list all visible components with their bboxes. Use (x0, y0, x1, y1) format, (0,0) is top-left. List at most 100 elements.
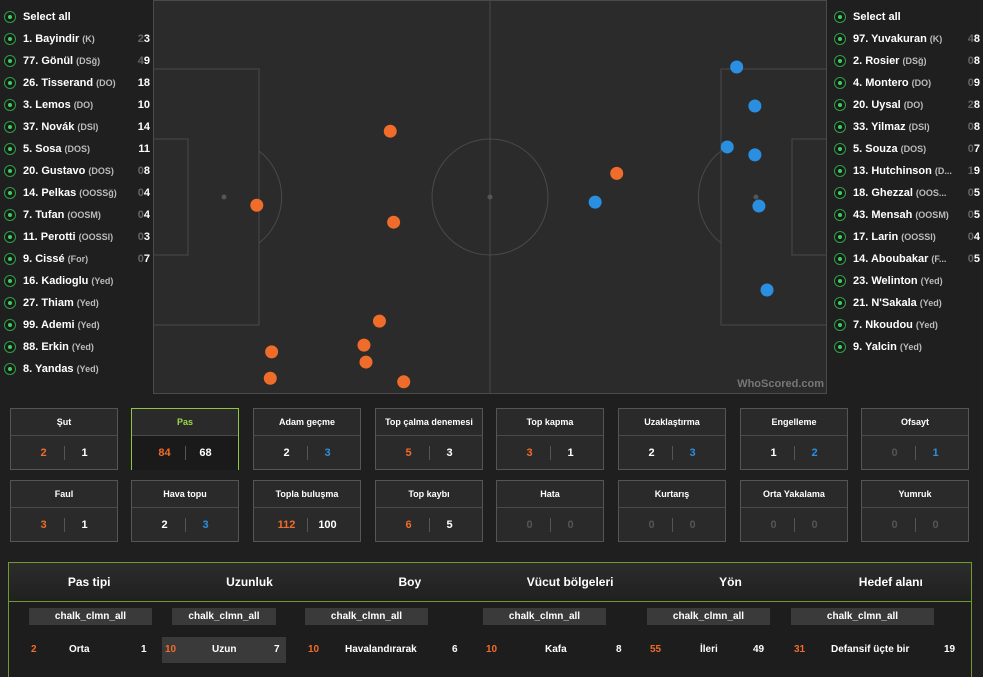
stat-tab[interactable]: Orta Yakalama 0 0 (740, 480, 848, 542)
stat-tab[interactable]: Ofsayt 0 1 (861, 408, 969, 470)
radio-icon[interactable] (834, 99, 846, 111)
player-name: 18. Ghezzal (OOS... (853, 187, 947, 199)
player-count: 04 (138, 187, 150, 199)
player-row[interactable]: 43. Mensah (OOSM) 05 (834, 204, 983, 226)
player-row[interactable]: 26. Tisserand (DO) 18 (4, 72, 154, 94)
radio-icon[interactable] (834, 231, 846, 243)
filter-select[interactable]: chalk_clmn_all (172, 608, 276, 625)
select-all-option[interactable]: Select all (4, 6, 154, 28)
radio-icon[interactable] (4, 319, 16, 331)
radio-icon[interactable] (834, 143, 846, 155)
player-count-value: 4 (143, 187, 150, 199)
pass-detail-row[interactable]: 10 Uzun 7 (162, 637, 286, 663)
player-row[interactable]: 7. Tufan (OOSM) 04 (4, 204, 154, 226)
player-row[interactable]: 21. N'Sakala (Yed) (834, 292, 983, 314)
stat-tab[interactable]: Faul 3 1 (10, 480, 118, 542)
radio-icon[interactable] (4, 55, 16, 67)
player-row[interactable]: 88. Erkin (Yed) (4, 336, 154, 358)
player-row[interactable]: 9. Yalcin (Yed) (834, 336, 983, 358)
pass-detail-row[interactable]: 55 İleri 49 (647, 637, 771, 663)
player-row[interactable]: 20. Gustavo (DOS) 08 (4, 160, 154, 182)
pass-detail-row[interactable]: 31 Defansif üçte bir 19 (791, 637, 961, 663)
radio-icon[interactable] (834, 319, 846, 331)
player-row[interactable]: 5. Sosa (DOS) 11 (4, 138, 154, 160)
player-row[interactable]: 7. Nkoudou (Yed) (834, 314, 983, 336)
radio-icon[interactable] (834, 77, 846, 89)
stat-tab[interactable]: Adam geçme 2 3 (253, 408, 361, 470)
player-row[interactable]: 23. Welinton (Yed) (834, 270, 983, 292)
select-all-option[interactable]: Select all (834, 6, 983, 28)
player-row[interactable]: 5. Souza (DOS) 07 (834, 138, 983, 160)
player-row[interactable]: 9. Cissé (For) 07 (4, 248, 154, 270)
pass-detail-row[interactable]: 10 Havalandırarak 6 (305, 637, 459, 663)
radio-icon[interactable] (4, 187, 16, 199)
radio-icon[interactable] (4, 77, 16, 89)
player-row[interactable]: 77. Gönül (DSğ) 49 (4, 50, 154, 72)
player-count-value: 3 (143, 231, 150, 243)
pass-detail-row[interactable]: 10 Kafa 8 (483, 637, 628, 663)
radio-icon[interactable] (834, 165, 846, 177)
pass-detail-row[interactable]: 2 Orta 1 (19, 637, 147, 663)
radio-icon[interactable] (834, 11, 846, 23)
player-row[interactable]: 13. Hutchinson (D... 19 (834, 160, 983, 182)
radio-icon[interactable] (4, 99, 16, 111)
player-row[interactable]: 4. Montero (DO) 09 (834, 72, 983, 94)
player-row[interactable]: 14. Pelkas (OOSSğ) 04 (4, 182, 154, 204)
radio-icon[interactable] (834, 55, 846, 67)
radio-icon[interactable] (834, 209, 846, 221)
stat-tab[interactable]: Uzaklaştırma 2 3 (618, 408, 726, 470)
filter-select[interactable]: chalk_clmn_all (305, 608, 428, 625)
stat-tab[interactable]: Engelleme 1 2 (740, 408, 848, 470)
radio-icon[interactable] (834, 33, 846, 45)
stat-tab[interactable]: Hata 0 0 (496, 480, 604, 542)
player-row[interactable]: 17. Larin (OOSSl) 04 (834, 226, 983, 248)
radio-icon[interactable] (834, 275, 846, 287)
radio-icon[interactable] (834, 341, 846, 353)
player-row[interactable]: 3. Lemos (DO) 10 (4, 94, 154, 116)
stat-tab[interactable]: Şut 2 1 (10, 408, 118, 470)
radio-icon[interactable] (4, 209, 16, 221)
stat-tab[interactable]: Topla buluşma 112 100 (253, 480, 361, 542)
filter-select[interactable]: chalk_clmn_all (791, 608, 934, 625)
player-row[interactable]: 11. Perotti (OOSSl) 03 (4, 226, 154, 248)
radio-icon[interactable] (4, 165, 16, 177)
filter-select[interactable]: chalk_clmn_all (29, 608, 152, 625)
player-row[interactable]: 20. Uysal (DO) 28 (834, 94, 983, 116)
player-row[interactable]: 37. Novák (DSl) 14 (4, 116, 154, 138)
radio-icon[interactable] (4, 341, 16, 353)
player-row[interactable]: 8. Yandas (Yed) (4, 358, 154, 380)
radio-icon[interactable] (4, 143, 16, 155)
player-row[interactable]: 99. Ademi (Yed) (4, 314, 154, 336)
stat-tab[interactable]: Yumruk 0 0 (861, 480, 969, 542)
player-row[interactable]: 2. Rosier (DSğ) 08 (834, 50, 983, 72)
player-row[interactable]: 27. Thiam (Yed) (4, 292, 154, 314)
player-count: 08 (968, 55, 980, 67)
stat-tab[interactable]: Top kapma 3 1 (496, 408, 604, 470)
radio-icon[interactable] (4, 33, 16, 45)
radio-icon[interactable] (834, 121, 846, 133)
player-row[interactable]: 97. Yuvakuran (K) 48 (834, 28, 983, 50)
player-row[interactable]: 18. Ghezzal (OOS... 05 (834, 182, 983, 204)
player-row[interactable]: 14. Aboubakar (F... 05 (834, 248, 983, 270)
radio-icon[interactable] (4, 11, 16, 23)
radio-icon[interactable] (4, 363, 16, 375)
radio-icon[interactable] (4, 275, 16, 287)
player-row[interactable]: 33. Yilmaz (DSl) 08 (834, 116, 983, 138)
player-position: (DSğ) (902, 56, 927, 66)
stat-tab[interactable]: Kurtarış 0 0 (618, 480, 726, 542)
radio-icon[interactable] (4, 253, 16, 265)
stat-tab[interactable]: Top kaybı 6 5 (375, 480, 483, 542)
radio-icon[interactable] (834, 297, 846, 309)
filter-select[interactable]: chalk_clmn_all (483, 608, 606, 625)
player-row[interactable]: 16. Kadioglu (Yed) (4, 270, 154, 292)
radio-icon[interactable] (4, 121, 16, 133)
radio-icon[interactable] (4, 231, 16, 243)
filter-select[interactable]: chalk_clmn_all (647, 608, 770, 625)
radio-icon[interactable] (834, 253, 846, 265)
radio-icon[interactable] (834, 187, 846, 199)
radio-icon[interactable] (4, 297, 16, 309)
player-row[interactable]: 1. Bayindir (K) 23 (4, 28, 154, 50)
stat-tab[interactable]: Pas 84 68 (131, 408, 239, 470)
stat-tab[interactable]: Hava topu 2 3 (131, 480, 239, 542)
stat-tab[interactable]: Top çalma denemesi 5 3 (375, 408, 483, 470)
